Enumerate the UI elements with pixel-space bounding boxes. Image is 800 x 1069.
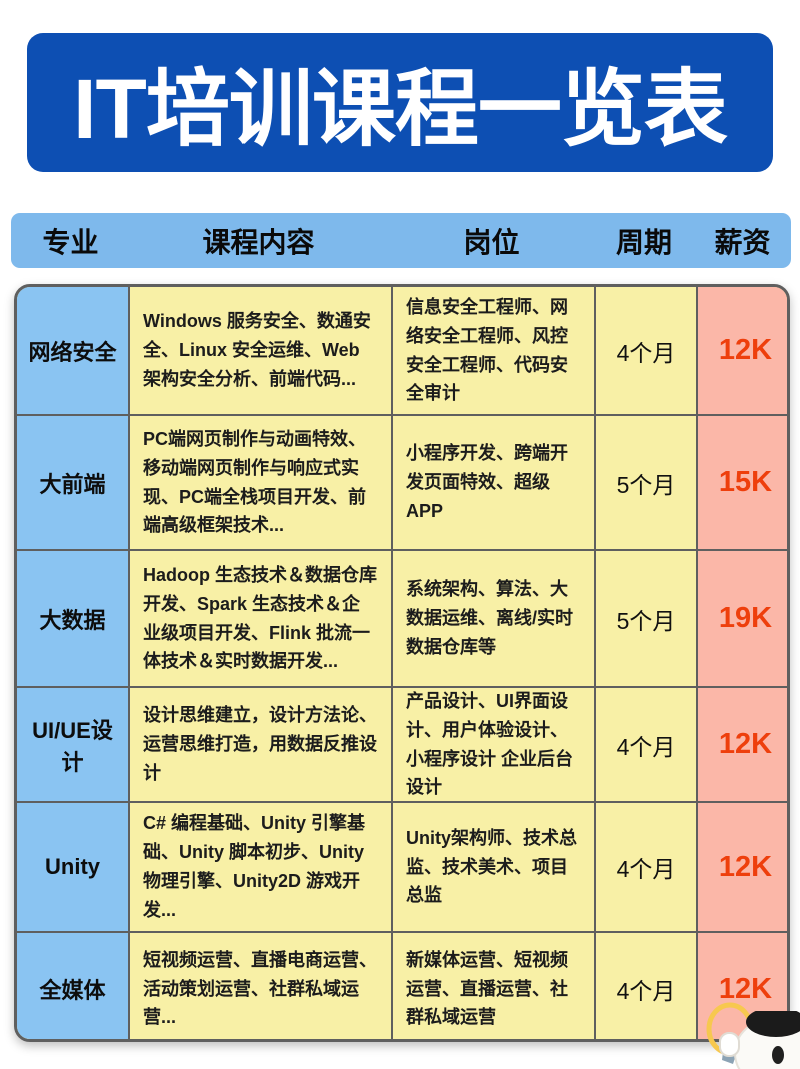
- position-cell: Unity架构师、技术总监、技术美术、项目总监: [393, 803, 596, 933]
- major-cell: Unity: [17, 803, 130, 933]
- salary-cell: 15K: [698, 416, 787, 551]
- course-cell: Windows 服务安全、数通安全、Linux 安全运维、Web 架构安全分析、…: [130, 287, 393, 416]
- major-cell: UI/UE设计: [17, 688, 130, 803]
- position-cell: 新媒体运营、短视频运营、直播运营、社群私域运营: [393, 933, 596, 1039]
- page-title-banner: IT培训课程一览表: [27, 33, 773, 172]
- major-cell: 全媒体: [17, 933, 130, 1039]
- salary-cell: 12K: [698, 933, 787, 1039]
- column-header-position: 岗位: [463, 226, 520, 258]
- course-cell: 设计思维建立，设计方法论、运营思维打造，用数据反推设计: [130, 688, 393, 803]
- period-cell: 5个月: [596, 551, 698, 688]
- period-cell: 5个月: [596, 416, 698, 551]
- period-cell: 4个月: [596, 287, 698, 416]
- column-header-period: 周期: [615, 226, 672, 258]
- position-cell: 产品设计、UI界面设计、用户体验设计、小程序设计 企业后台设计: [393, 688, 596, 803]
- period-cell: 4个月: [596, 688, 698, 803]
- period-cell: 4个月: [596, 803, 698, 933]
- position-cell: 信息安全工程师、网络安全工程师、风控安全工程师、代码安全审计: [393, 287, 596, 416]
- period-cell: 4个月: [596, 933, 698, 1039]
- course-cell: Hadoop 生态技术＆数据仓库开发、Spark 生态技术＆企业级项目开发、Fl…: [130, 551, 393, 688]
- position-cell: 小程序开发、跨端开发页面特效、超级APP: [393, 416, 596, 551]
- page-title: IT培训课程一览表: [73, 62, 728, 156]
- position-cell: 系统架构、算法、大数据运维、离线/实时数据仓库等: [393, 551, 596, 688]
- salary-cell: 12K: [698, 287, 787, 416]
- major-cell: 大前端: [17, 416, 130, 551]
- column-header-course: 课程内容: [202, 226, 315, 258]
- salary-cell: 12K: [698, 688, 787, 803]
- course-cell: 短视频运营、直播电商运营、活动策划运营、社群私域运营...: [130, 933, 393, 1039]
- column-header-salary: 薪资: [714, 226, 771, 258]
- course-table: 网络安全 Windows 服务安全、数通安全、Linux 安全运维、Web 架构…: [14, 284, 790, 1042]
- table-header-bar: 专业 课程内容 岗位 周期 薪资: [11, 213, 791, 268]
- salary-cell: 12K: [698, 803, 787, 933]
- major-cell: 网络安全: [17, 287, 130, 416]
- course-cell: PC端网页制作与动画特效、移动端网页制作与响应式实现、PC端全栈项目开发、前端高…: [130, 416, 393, 551]
- column-header-major: 专业: [42, 226, 99, 258]
- major-cell: 大数据: [17, 551, 130, 688]
- course-cell: C# 编程基础、Unity 引擎基础、Unity 脚本初步、Unity 物理引擎…: [130, 803, 393, 933]
- salary-cell: 19K: [698, 551, 787, 688]
